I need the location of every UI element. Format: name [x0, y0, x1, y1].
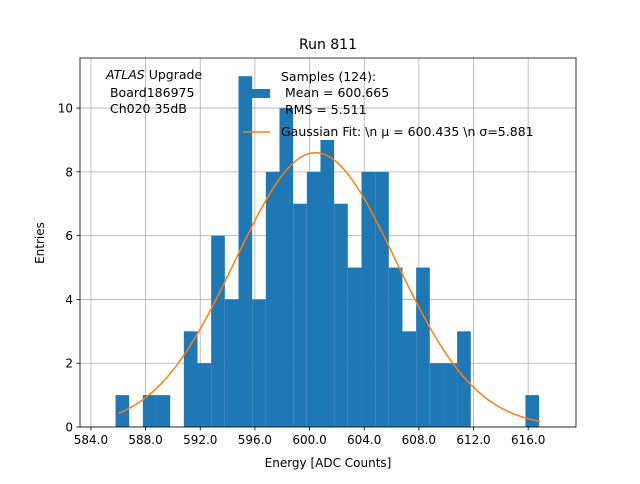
- x-tick-label: 596.0: [238, 433, 272, 447]
- x-tick-label: 588.0: [128, 433, 162, 447]
- histogram-bar: [279, 108, 294, 427]
- histogram-bar: [265, 171, 280, 427]
- y-tick-label: 10: [58, 102, 73, 116]
- x-tick-label: 604.0: [347, 433, 381, 447]
- annotation: ATLAS Upgrade Board186975 Ch020 35dB: [105, 67, 202, 116]
- histogram-bar: [156, 395, 171, 427]
- y-tick-label: 6: [65, 229, 73, 243]
- y-axis-ticks: 0 2 4 6 8 10: [58, 102, 80, 435]
- histogram-bar: [252, 299, 266, 427]
- histogram-bar: [142, 395, 157, 427]
- legend-samples: Samples (124):: [281, 69, 376, 84]
- histogram-bar: [525, 395, 540, 427]
- histogram-bar: [375, 171, 389, 427]
- y-tick-label: 0: [65, 421, 73, 435]
- x-tick-label: 592.0: [183, 433, 217, 447]
- annotation-upgrade: Upgrade: [145, 67, 203, 82]
- annotation-channel: Ch020 35dB: [106, 101, 187, 116]
- histogram-bar: [306, 171, 321, 427]
- y-axis-label: Entries: [33, 222, 47, 264]
- legend: Samples (124): Mean = 600.665 RMS = 5.51…: [243, 69, 534, 139]
- histogram-bar: [197, 363, 212, 427]
- legend-rms: RMS = 5.511: [281, 102, 367, 117]
- histogram-bar: [320, 139, 335, 427]
- histogram-bar: [224, 299, 239, 427]
- x-tick-label: 616.0: [511, 433, 545, 447]
- legend-fit: Gaussian Fit: \n μ = 600.435 \n σ=5.881: [281, 124, 534, 139]
- legend-mean: Mean = 600.665: [281, 85, 389, 100]
- gaussian-fit-line: [118, 151, 541, 423]
- histogram-bar: [416, 267, 430, 427]
- histogram-bar: [388, 267, 403, 427]
- histogram-bar: [183, 331, 198, 427]
- x-axis-ticks: 584.0 588.0 592.0 596.0 600.0 604.0 608.0 612.0…: [74, 427, 545, 447]
- x-tick-label: 608.0: [402, 433, 436, 447]
- y-tick-label: 8: [65, 165, 73, 179]
- histogram-bar: [443, 363, 458, 427]
- histogram-bar: [347, 267, 362, 427]
- x-tick-label: 584.0: [74, 433, 108, 447]
- histogram-bar: [238, 76, 253, 428]
- histogram-bars: [115, 76, 540, 428]
- histogram-bar: [429, 363, 444, 427]
- annotation-atlas: ATLAS: [105, 67, 145, 82]
- histogram-bar: [361, 171, 376, 427]
- annotation-board: Board186975: [106, 85, 194, 100]
- legend-bar-handle: [243, 89, 270, 98]
- plot-frame: [79, 57, 577, 428]
- histogram-bar: [402, 331, 417, 427]
- x-axis-label: Energy [ADC Counts]: [265, 456, 392, 470]
- x-tick-label: 612.0: [456, 433, 490, 447]
- y-tick-label: 2: [65, 357, 73, 371]
- x-tick-label: 600.0: [292, 433, 326, 447]
- chart-title: Run 811: [299, 37, 357, 53]
- y-tick-label: 4: [65, 293, 73, 307]
- histogram-bar: [334, 203, 348, 427]
- histogram-bar: [457, 331, 471, 427]
- svg-text:ATLAS Upgrade: ATLAS Upgrade: [105, 67, 202, 82]
- histogram-bar: [211, 235, 225, 427]
- histogram-bar: [293, 203, 307, 427]
